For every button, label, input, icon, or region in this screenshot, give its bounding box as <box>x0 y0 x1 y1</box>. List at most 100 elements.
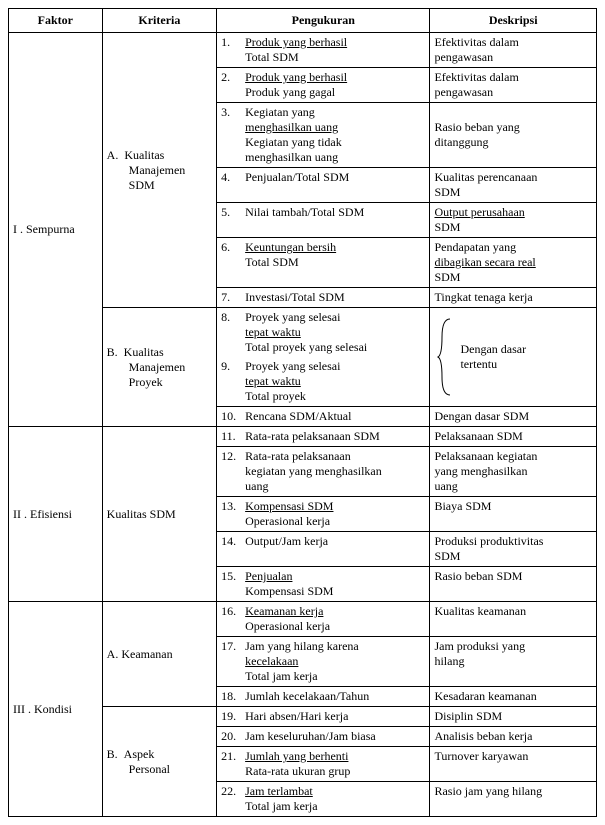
desc-text: ditanggung <box>434 135 488 149</box>
desc-text: Jam produksi yang <box>434 639 525 653</box>
desc-text: SDM <box>434 185 460 199</box>
desc-text: Rasio beban SDM <box>434 569 522 583</box>
meas-text: Penjualan <box>245 569 292 583</box>
meas-text: Output/Jam kerja <box>245 534 328 548</box>
meas-text: Kegiatan yang <box>245 105 315 119</box>
desc-cell: Output perusahaanSDM <box>430 203 597 238</box>
meas-text: Kegiatan yang tidak <box>245 135 342 149</box>
kriteria-cell: B. Aspek Personal <box>102 707 216 817</box>
measurement-cell: 13. Kompensasi SDMOperasional kerja <box>217 497 430 532</box>
desc-cell: Pendapatan yang dibagikan secara real SD… <box>430 238 597 288</box>
meas-text: tepat waktu <box>245 374 301 388</box>
desc-text: tertentu <box>460 357 497 371</box>
meas-text: Jam terlambat <box>245 784 313 798</box>
meas-text: Keamanan kerja <box>245 604 323 618</box>
kriteria-prefix: B. <box>107 747 118 761</box>
desc-text: dibagikan secara real <box>434 255 535 269</box>
desc-text: Produksi produktivitas <box>434 534 543 548</box>
desc-text: Biaya SDM <box>434 499 491 513</box>
meas-num: 21. <box>221 749 245 779</box>
measurement-cell: 2. Produk yang berhasilProduk yang gagal <box>217 68 430 103</box>
desc-text: SDM <box>434 549 460 563</box>
measurement-cell: 19. Hari absen/Hari kerja <box>217 707 430 727</box>
meas-text: Proyek yang selesai <box>245 310 340 324</box>
desc-cell: Jam produksi yanghilang <box>430 637 597 687</box>
kriteria-line: Kualitas <box>124 148 164 162</box>
kriteria-line: SDM <box>129 178 155 192</box>
meas-text: Rata-rata pelaksanaan SDM <box>245 429 380 443</box>
measurement-cell: 16. Keamanan kerjaOperasional kerja <box>217 602 430 637</box>
kriteria-line: Aspek <box>124 747 155 761</box>
desc-cell: Kualitas keamanan <box>430 602 597 637</box>
desc-text: Kualitas keamanan <box>434 604 526 618</box>
meas-text: Total SDM <box>245 50 299 64</box>
desc-cell: Tingkat tenaga kerja <box>430 288 597 308</box>
desc-text: Pelaksanaan SDM <box>434 429 522 443</box>
desc-text: Dengan dasar <box>460 342 526 356</box>
desc-text: hilang <box>434 654 464 668</box>
meas-text: Total proyek yang selesai <box>245 340 367 354</box>
desc-cell: Rasio beban yangditanggung <box>430 103 597 168</box>
measurement-cell: 12. Rata-rata pelaksanaan kegiatan yang … <box>217 447 430 497</box>
kriteria-line: Manajemen <box>129 163 186 177</box>
meas-text: Total jam kerja <box>245 669 317 683</box>
measurement-cell: 5. Nilai tambah/Total SDM <box>217 203 430 238</box>
desc-text: Output perusahaan <box>434 205 524 219</box>
meas-text: Rata-rata ukuran grup <box>245 764 350 778</box>
measurement-cell: 18. Jumlah kecelakaan/Tahun <box>217 687 430 707</box>
desc-cell: Efektivitas dalampengawasan <box>430 33 597 68</box>
kriteria-cell: A. Kualitas Manajemen SDM <box>102 33 216 308</box>
meas-num: 4. <box>221 170 245 185</box>
meas-num: 7. <box>221 290 245 305</box>
faktor-label: II . Efisiensi <box>13 507 72 521</box>
meas-text: Jam yang hilang karena <box>245 639 359 653</box>
kriteria-prefix: A. <box>107 148 119 162</box>
desc-cell: Pelaksanaan SDM <box>430 427 597 447</box>
measurement-cell: 6. Keuntungan bersihTotal SDM <box>217 238 430 288</box>
desc-text: pengawasan <box>434 50 493 64</box>
desc-text: Dengan dasar SDM <box>434 409 529 423</box>
kriteria-line: Kualitas <box>124 345 164 359</box>
measurement-cell: 10. Rencana SDM/Aktual <box>217 407 430 427</box>
faktor-cell: I . Sempurna <box>9 33 103 427</box>
desc-cell: Disiplin SDM <box>430 707 597 727</box>
measurement-cell: 9. Proyek yang selesai tepat waktu Total… <box>217 357 430 407</box>
meas-num: 16. <box>221 604 245 634</box>
table-row: II . Efisiensi Kualitas SDM 11. Rata-rat… <box>9 427 597 447</box>
measurement-cell: 11. Rata-rata pelaksanaan SDM <box>217 427 430 447</box>
kriteria-cell: A. Keamanan <box>102 602 216 707</box>
meas-text: Produk yang gagal <box>245 85 335 99</box>
measurement-cell: 7. Investasi/Total SDM <box>217 288 430 308</box>
meas-text: Penjualan/Total SDM <box>245 170 349 184</box>
kriteria-line: Personal <box>129 762 170 776</box>
meas-text: Keuntungan bersih <box>245 240 336 254</box>
meas-text: menghasilkan uang <box>245 120 338 134</box>
meas-text: kecelakaan <box>245 654 298 668</box>
desc-text: Analisis beban kerja <box>434 729 532 743</box>
desc-text: Turnover karyawan <box>434 749 528 763</box>
desc-text: Efektivitas dalam <box>434 70 518 84</box>
th-pengukuran: Pengukuran <box>217 9 430 33</box>
table-row: III . Kondisi A. Keamanan 16. Keamanan k… <box>9 602 597 637</box>
header-row: Faktor Kriteria Pengukuran Deskripsi <box>9 9 597 33</box>
desc-cell: Pelaksanaan kegiatan yang menghasilkan u… <box>430 447 597 497</box>
meas-text: tepat waktu <box>245 325 301 339</box>
desc-text: Pelaksanaan kegiatan <box>434 449 537 463</box>
kriteria-line: Manajemen <box>129 360 186 374</box>
measurement-cell: 4. Penjualan/Total SDM <box>217 168 430 203</box>
meas-num: 18. <box>221 689 245 704</box>
desc-cell: Biaya SDM <box>430 497 597 532</box>
meas-num: 19. <box>221 709 245 724</box>
desc-cell: Dengan dasar tertentu <box>430 308 597 407</box>
meas-text: Operasional kerja <box>245 619 330 633</box>
meas-num: 12. <box>221 449 245 494</box>
faktor-cell: III . Kondisi <box>9 602 103 817</box>
meas-text: Jumlah yang berhenti <box>245 749 348 763</box>
desc-text: SDM <box>434 270 460 284</box>
measurement-cell: 3. Kegiatan yang menghasilkan uang Kegia… <box>217 103 430 168</box>
desc-cell: Rasio jam yang hilang <box>430 782 597 817</box>
th-kriteria: Kriteria <box>102 9 216 33</box>
meas-num: 14. <box>221 534 245 549</box>
meas-num: 1. <box>221 35 245 65</box>
brace-icon <box>436 317 454 397</box>
